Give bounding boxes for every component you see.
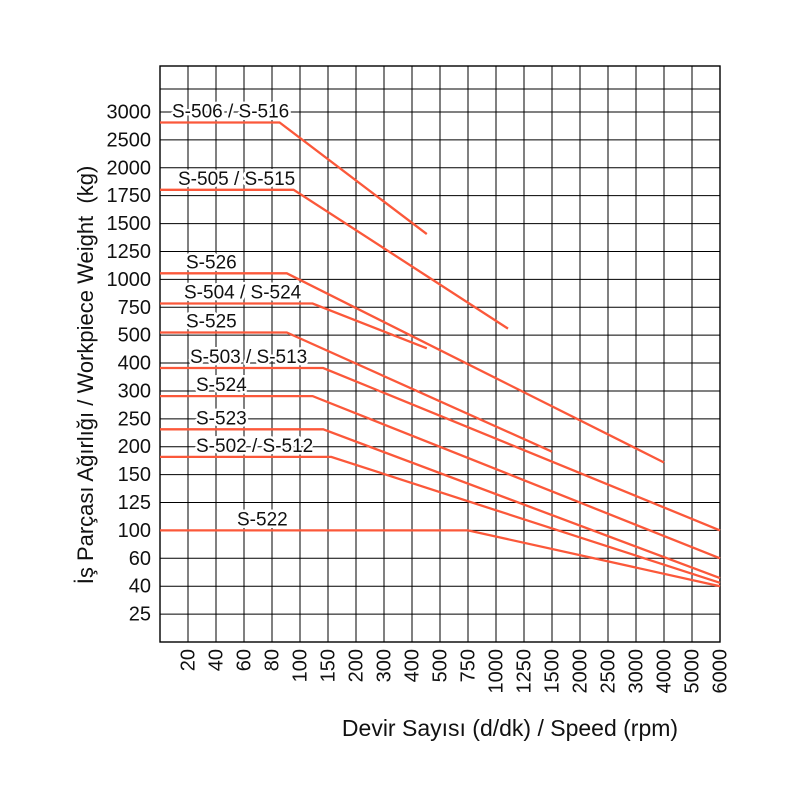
series-label-s-522: S-522 bbox=[237, 509, 288, 530]
x-tick-label: 300 bbox=[374, 649, 396, 682]
y-tick-label: 3000 bbox=[107, 101, 152, 123]
series-line-s-502-s-512 bbox=[160, 455, 721, 584]
x-tick-label: 500 bbox=[430, 649, 452, 682]
y-tick-label: 40 bbox=[129, 576, 151, 598]
series-label-s-504-s-524: S-504 / S-524 bbox=[184, 283, 302, 304]
x-tick-label: 1000 bbox=[486, 649, 508, 694]
x-tick-label: 20 bbox=[178, 649, 200, 671]
series-label-s-523: S-523 bbox=[196, 408, 247, 429]
y-tick-label: 300 bbox=[118, 380, 151, 402]
series-label-s-502-s-512: S-502 / S-512 bbox=[196, 436, 313, 457]
x-tick-label: 3000 bbox=[626, 649, 648, 694]
x-tick-label: 200 bbox=[346, 649, 368, 682]
series-line-s-503-s-513 bbox=[160, 366, 721, 532]
y-tick-label: 1250 bbox=[107, 241, 152, 263]
y-tick-label: 400 bbox=[118, 353, 151, 375]
x-tick-label: 750 bbox=[458, 649, 480, 682]
y-tick-label: 125 bbox=[118, 492, 151, 514]
y-tick-label: 1000 bbox=[107, 269, 152, 291]
series-line-s-506-s-516 bbox=[160, 121, 428, 236]
series-line-s-525 bbox=[160, 331, 553, 453]
series-label-s-503-s-513: S-503 / S-513 bbox=[190, 347, 307, 368]
y-tick-label: 2500 bbox=[107, 129, 152, 151]
x-tick-label: 40 bbox=[206, 649, 228, 671]
x-tick-label: 5000 bbox=[682, 649, 704, 694]
y-tick-label: 200 bbox=[118, 436, 151, 458]
y-tick-label: 500 bbox=[118, 325, 151, 347]
y-tick-label: 1500 bbox=[107, 213, 152, 235]
y-tick-label: 1750 bbox=[107, 185, 152, 207]
x-tick-label: 150 bbox=[318, 649, 340, 682]
y-tick-label: 150 bbox=[118, 464, 151, 486]
series-label-s-524: S-524 bbox=[196, 375, 247, 396]
series-line-s-526 bbox=[160, 272, 665, 464]
x-tick-label: 1250 bbox=[514, 649, 536, 694]
y-tick-label: 250 bbox=[118, 408, 151, 430]
x-tick-label: 400 bbox=[402, 649, 424, 682]
x-tick-label: 2500 bbox=[598, 649, 620, 694]
series-label-s-525: S-525 bbox=[186, 312, 237, 333]
x-tick-label: 6000 bbox=[710, 649, 732, 694]
x-tick-label: 80 bbox=[262, 649, 284, 671]
y-tick-label: 60 bbox=[129, 548, 151, 570]
y-tick-label: 750 bbox=[118, 297, 151, 319]
x-axis-title: Devir Sayısı (d/dk) / Speed (rpm) bbox=[341, 715, 679, 741]
series-label-s-526: S-526 bbox=[186, 252, 237, 273]
series-line-s-523 bbox=[160, 428, 721, 580]
x-tick-label: 4000 bbox=[654, 649, 676, 694]
y-axis-title: İş Parçası Ağırlığı / Workpiece Weight (… bbox=[73, 165, 98, 585]
y-tick-label: 2000 bbox=[107, 157, 152, 179]
series-line-s-504-s-524 bbox=[160, 302, 428, 350]
x-tick-label: 2000 bbox=[570, 649, 592, 694]
series-line-s-522 bbox=[160, 529, 721, 588]
y-tick-label: 25 bbox=[129, 604, 151, 626]
x-tick-label: 100 bbox=[290, 649, 312, 682]
plot-border bbox=[159, 65, 721, 643]
x-tick-label: 60 bbox=[234, 649, 256, 671]
series-label-s-506-s-516: S-506 / S-516 bbox=[172, 102, 289, 123]
series-line-s-505-s-515 bbox=[160, 188, 509, 330]
y-tick-label: 100 bbox=[118, 520, 151, 542]
series-line-s-524 bbox=[160, 394, 721, 560]
series-label-s-505-s-515: S-505 / S-515 bbox=[178, 169, 295, 190]
x-tick-label: 1500 bbox=[542, 649, 564, 694]
